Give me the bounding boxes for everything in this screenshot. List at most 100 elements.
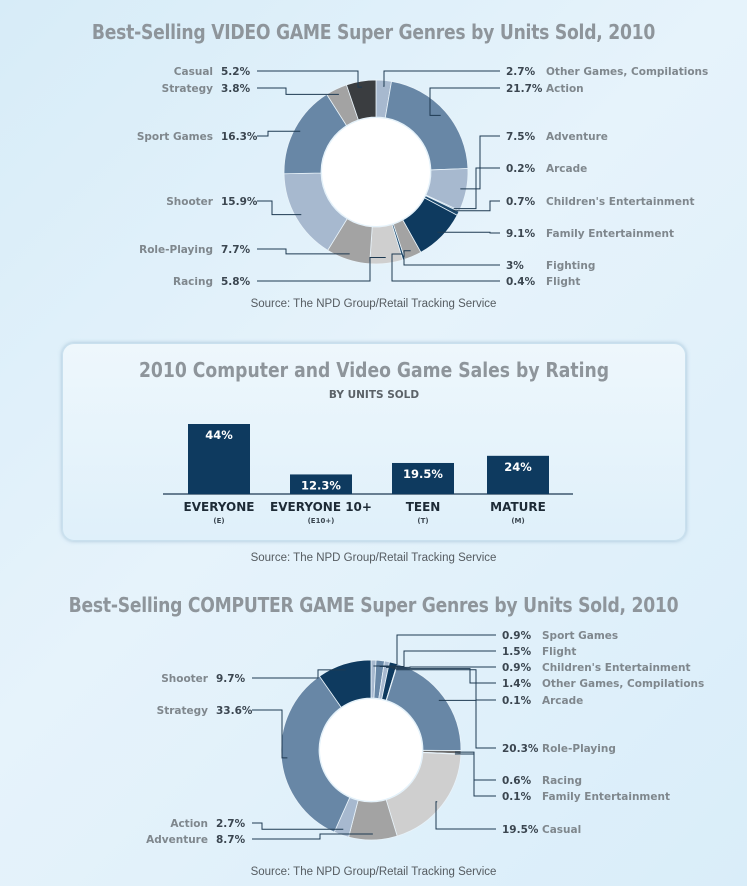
computer-leader-role-playing bbox=[438, 699, 496, 749]
computer-value-adventure: 8.7% bbox=[216, 834, 246, 846]
computer-value-other-games-compilations: 1.4% bbox=[502, 678, 532, 690]
computer-value-role-playing: 20.3% bbox=[502, 743, 539, 755]
video-leader-other-games-compilations bbox=[383, 70, 500, 87]
computer-label-family-entertainment: Family Entertainment bbox=[542, 791, 670, 803]
computer-leader-shooter bbox=[252, 669, 346, 679]
computer-label-sport-games: Sport Games bbox=[542, 630, 618, 642]
video-leader-children-s-entertainment bbox=[452, 200, 500, 212]
rating-sublabel-everyone: (E) bbox=[213, 517, 224, 525]
computer-value-casual: 19.5% bbox=[502, 824, 539, 836]
video-value-casual: 5.2% bbox=[221, 66, 251, 78]
video-label-children-s-entertainment: Children's Entertainment bbox=[546, 196, 695, 208]
computer-leader-adventure bbox=[252, 833, 373, 840]
computer-value-children-s-entertainment: 0.9% bbox=[502, 662, 532, 674]
video-leader-fighting bbox=[403, 250, 500, 266]
video-leader-sport-games bbox=[257, 130, 301, 137]
computer-value-racing: 0.6% bbox=[502, 775, 532, 787]
video-leader-role-playing bbox=[257, 248, 350, 255]
video-label-fighting: Fighting bbox=[546, 260, 595, 272]
video-genres-source: Source: The NPD Group/Retail Tracking Se… bbox=[250, 298, 497, 310]
video-label-role-playing: Role-Playing bbox=[139, 244, 213, 256]
video-leader-adventure bbox=[460, 135, 500, 190]
video-label-family-entertainment: Family Entertainment bbox=[546, 228, 674, 240]
video-leader-shooter bbox=[257, 200, 302, 216]
computer-label-arcade: Arcade bbox=[542, 695, 583, 707]
video-value-fighting: 3% bbox=[506, 260, 524, 272]
computer-label-racing: Racing bbox=[542, 775, 582, 787]
video-label-shooter: Shooter bbox=[166, 196, 214, 208]
video-value-children-s-entertainment: 0.7% bbox=[506, 196, 536, 208]
computer-value-arcade: 0.1% bbox=[502, 695, 532, 707]
video-label-arcade: Arcade bbox=[546, 163, 587, 175]
computer-leader-casual bbox=[435, 801, 496, 830]
video-label-action: Action bbox=[546, 83, 584, 95]
video-value-arcade: 0.2% bbox=[506, 163, 536, 175]
computer-leader-arcade bbox=[395, 669, 496, 701]
computer-slice-shooter bbox=[318, 659, 372, 708]
rating-value-everyone: 44% bbox=[205, 428, 233, 442]
video-value-flight: 0.4% bbox=[506, 276, 536, 288]
rating-bar-everyone bbox=[188, 424, 250, 494]
computer-label-flight: Flight bbox=[542, 646, 576, 658]
rating-bar-mature bbox=[487, 455, 549, 494]
computer-genres-donut-chart: 0.9% Sport Games 1.5% Flight 0.9% Children's … bbox=[146, 630, 704, 846]
video-leader-strategy bbox=[257, 87, 339, 95]
computer-value-sport-games: 0.9% bbox=[502, 630, 532, 642]
video-genres-title: Best-Selling VIDEO GAME Super Genres by … bbox=[91, 20, 656, 44]
rating-value-mature: 24% bbox=[504, 460, 532, 474]
rating-category-everyone-10: EVERYONE 10+ bbox=[270, 500, 372, 514]
computer-value-shooter: 9.7% bbox=[216, 673, 246, 685]
computer-value-strategy: 33.6% bbox=[216, 705, 253, 717]
rating-chart-title: 2010 Computer and Video Game Sales by Ra… bbox=[138, 358, 610, 382]
video-value-shooter: 15.9% bbox=[221, 196, 258, 208]
computer-label-children-s-entertainment: Children's Entertainment bbox=[542, 662, 691, 674]
rating-chart-panel: 2010 Computer and Video Game Sales by Ra… bbox=[62, 343, 686, 541]
computer-label-role-playing: Role-Playing bbox=[542, 743, 616, 755]
video-label-racing: Racing bbox=[173, 276, 213, 288]
computer-leader-flight bbox=[379, 650, 496, 667]
rating-category-everyone: EVERYONE bbox=[184, 500, 255, 514]
video-label-strategy: Strategy bbox=[162, 83, 214, 95]
video-value-strategy: 3.8% bbox=[221, 83, 251, 95]
video-leader-flight bbox=[391, 253, 500, 282]
video-label-flight: Flight bbox=[546, 276, 580, 288]
video-value-other-games-compilations: 2.7% bbox=[506, 66, 536, 78]
video-donut-hole bbox=[322, 118, 430, 226]
video-value-action: 21.7% bbox=[506, 83, 543, 95]
rating-category-teen: TEEN bbox=[406, 500, 441, 514]
computer-value-family-entertainment: 0.1% bbox=[502, 791, 532, 803]
video-leader-action bbox=[429, 87, 500, 116]
rating-bar-everyone-10 bbox=[290, 474, 352, 494]
computer-leader-other-games-compilations bbox=[391, 668, 496, 684]
video-value-racing: 5.8% bbox=[221, 276, 251, 288]
video-label-other-games-compilations: Other Games, Compilations bbox=[546, 66, 708, 78]
rating-bar-chart: 44% EVERYONE (E) 12.3% EVERYONE 10+ (E10+) 19.… bbox=[163, 424, 573, 525]
computer-label-action: Action bbox=[170, 818, 208, 830]
video-label-sport-games: Sport Games bbox=[137, 131, 213, 143]
rating-sublabel-mature: (M) bbox=[511, 517, 524, 525]
computer-genres-title: Best-Selling COMPUTER GAME Super Genres … bbox=[68, 593, 679, 617]
computer-label-casual: Casual bbox=[542, 824, 581, 836]
video-leader-racing bbox=[257, 256, 386, 282]
video-label-casual: Casual bbox=[174, 66, 213, 78]
computer-genres-source: Source: The NPD Group/Retail Tracking Se… bbox=[250, 866, 497, 878]
computer-label-strategy: Strategy bbox=[157, 705, 209, 717]
computer-leader-strategy bbox=[252, 709, 288, 759]
rating-sublabel-everyone-10: (E10+) bbox=[308, 517, 335, 525]
computer-donut-hole bbox=[320, 699, 422, 801]
rating-value-teen: 19.5% bbox=[403, 467, 443, 481]
computer-leader-family-entertainment bbox=[454, 753, 496, 797]
rating-sublabel-teen: (T) bbox=[417, 517, 428, 525]
computer-value-flight: 1.5% bbox=[502, 646, 532, 658]
video-leader-family-entertainment bbox=[437, 231, 500, 234]
video-value-family-entertainment: 9.1% bbox=[506, 228, 536, 240]
video-slice-casual bbox=[345, 79, 377, 121]
computer-value-action: 2.7% bbox=[216, 818, 246, 830]
computer-label-other-games-compilations: Other Games, Compilations bbox=[542, 678, 704, 690]
computer-label-adventure: Adventure bbox=[146, 834, 208, 846]
rating-value-everyone-10: 12.3% bbox=[301, 478, 341, 492]
video-leader-arcade bbox=[453, 167, 500, 210]
computer-leader-action bbox=[252, 822, 344, 830]
rating-chart-source: Source: The NPD Group/Retail Tracking Se… bbox=[250, 552, 497, 564]
